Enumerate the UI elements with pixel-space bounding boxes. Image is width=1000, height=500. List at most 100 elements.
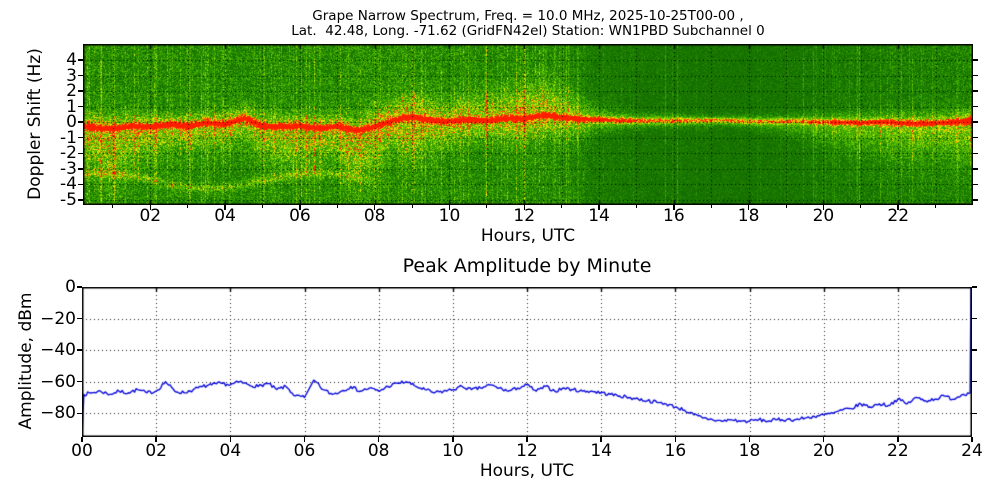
y-tick-mark xyxy=(78,136,83,139)
x-minor-tick-mark xyxy=(710,205,712,208)
y-tick-mark xyxy=(78,121,83,123)
x-tick-label: 20 xyxy=(812,206,835,226)
y-tick-mark xyxy=(972,317,977,320)
y-tick-mark xyxy=(78,90,83,92)
x-minor-tick-mark xyxy=(785,205,787,208)
y-tick-mark xyxy=(973,168,978,170)
y-tick-label: −20 xyxy=(40,308,76,329)
y-tick-mark xyxy=(78,183,83,186)
y-tick-mark xyxy=(973,74,978,77)
x-tick-mark xyxy=(600,437,602,442)
x-tick-label: 18 xyxy=(737,206,760,226)
y-tick-mark xyxy=(972,349,977,351)
x-tick-mark xyxy=(303,437,306,442)
x-tick-label: 12 xyxy=(513,206,536,226)
y-tick-mark xyxy=(973,152,978,154)
spectrogram-x-axis-label: Hours, UTC xyxy=(480,226,576,246)
y-tick-label: −40 xyxy=(40,340,76,361)
y-tick-mark xyxy=(77,412,82,415)
y-tick-mark xyxy=(78,74,83,77)
x-tick-mark xyxy=(822,437,825,442)
x-tick-label: 10 xyxy=(438,206,461,226)
x-tick-mark xyxy=(452,437,454,442)
y-tick-mark xyxy=(78,59,83,61)
x-minor-tick-mark xyxy=(112,205,114,208)
x-tick-mark xyxy=(299,205,301,210)
amplitude-x-axis-label: Hours, UTC xyxy=(479,461,575,481)
x-tick-label: 16 xyxy=(663,206,685,226)
x-minor-tick-mark xyxy=(187,205,189,208)
y-tick-mark xyxy=(973,90,978,92)
x-minor-tick-mark xyxy=(635,205,637,208)
y-tick-label: 4 xyxy=(66,50,77,70)
x-tick-mark xyxy=(81,437,83,442)
y-tick-label: −80 xyxy=(40,403,76,424)
y-tick-mark xyxy=(78,168,83,170)
x-minor-tick-mark xyxy=(336,205,338,208)
y-tick-label: 3 xyxy=(66,65,77,86)
x-minor-tick-mark xyxy=(261,205,263,208)
x-tick-label: 08 xyxy=(367,441,390,461)
y-tick-mark xyxy=(972,380,977,383)
x-tick-label: 18 xyxy=(738,441,761,461)
y-tick-mark xyxy=(973,136,978,139)
y-tick-mark xyxy=(972,286,977,288)
x-tick-mark xyxy=(229,437,232,442)
x-tick-label: 22 xyxy=(887,206,910,226)
x-tick-label: 02 xyxy=(145,441,167,461)
x-tick-mark xyxy=(971,437,973,442)
y-tick-mark xyxy=(973,121,978,123)
x-tick-label: 16 xyxy=(664,441,687,461)
y-tick-mark xyxy=(973,199,978,201)
x-tick-mark xyxy=(448,205,451,210)
x-tick-mark xyxy=(373,205,376,210)
x-tick-mark xyxy=(598,205,600,210)
y-tick-mark xyxy=(78,152,83,154)
x-tick-mark xyxy=(377,437,380,442)
x-tick-mark xyxy=(673,205,675,210)
amplitude-title: Peak Amplitude by Minute xyxy=(402,255,652,277)
y-tick-label: 2 xyxy=(66,81,77,102)
x-minor-tick-mark xyxy=(860,205,862,208)
y-tick-mark xyxy=(77,349,82,351)
y-tick-mark xyxy=(78,105,83,108)
x-tick-mark xyxy=(897,437,899,442)
x-tick-mark xyxy=(747,205,750,210)
y-tick-mark xyxy=(77,317,82,320)
x-tick-mark xyxy=(897,205,899,210)
y-tick-mark xyxy=(973,59,978,61)
x-minor-tick-mark xyxy=(486,205,488,208)
x-tick-label: 14 xyxy=(590,441,612,461)
x-tick-label: 14 xyxy=(588,206,610,226)
doppler-spectrogram-canvas xyxy=(83,44,973,205)
y-tick-label: 0 xyxy=(65,277,76,297)
x-tick-mark xyxy=(523,205,525,210)
y-tick-label: -3 xyxy=(60,158,77,179)
x-tick-label: 04 xyxy=(214,206,236,226)
y-tick-label: -2 xyxy=(60,143,77,164)
y-tick-label: 0 xyxy=(66,112,77,133)
y-tick-mark xyxy=(77,286,82,288)
x-minor-tick-mark xyxy=(411,205,413,208)
y-tick-mark xyxy=(77,380,82,383)
x-tick-label: 04 xyxy=(219,441,242,461)
y-tick-mark xyxy=(973,183,978,186)
y-tick-label: -4 xyxy=(60,174,77,195)
x-tick-label: 10 xyxy=(442,441,464,461)
x-minor-tick-mark xyxy=(935,205,937,208)
x-tick-mark xyxy=(748,437,751,442)
x-tick-mark xyxy=(155,437,157,442)
x-tick-label: 06 xyxy=(289,206,311,226)
x-tick-mark xyxy=(149,205,152,210)
y-tick-label: -1 xyxy=(60,127,77,148)
x-tick-mark xyxy=(224,205,226,210)
spectrogram-title: Grape Narrow Spectrum, Freq. = 10.0 MHz,… xyxy=(83,9,973,39)
y-tick-label: −60 xyxy=(40,371,76,392)
y-tick-mark xyxy=(78,199,83,201)
x-tick-label: 24 xyxy=(961,441,983,461)
y-tick-label: -5 xyxy=(60,189,77,210)
y-tick-mark xyxy=(973,105,978,108)
x-minor-tick-mark xyxy=(561,205,563,208)
spectrogram-title-line1: Grape Narrow Spectrum, Freq. = 10.0 MHz,… xyxy=(312,8,744,24)
